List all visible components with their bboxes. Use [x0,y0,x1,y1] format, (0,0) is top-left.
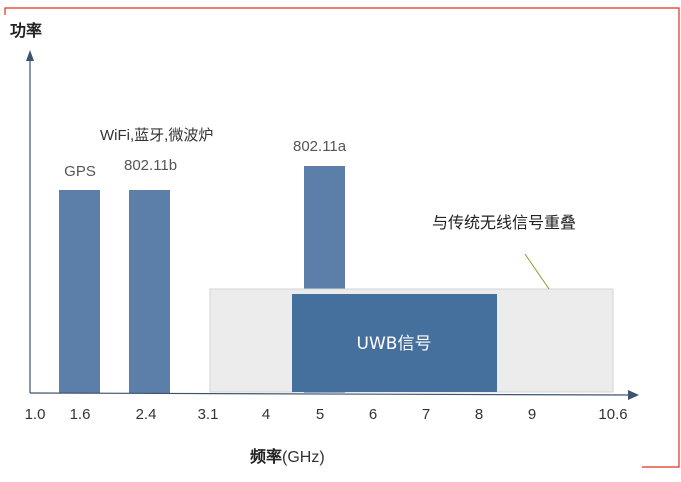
80211b-label: 802.11b [124,157,177,174]
tick-label: 9 [528,406,536,423]
tick-label: 5 [316,406,324,423]
tick-label: 1.6 [70,406,91,423]
uwb-signal-block [292,294,497,392]
x-axis-unit: (GHz) [282,449,325,466]
tick-label: 8 [475,406,483,423]
tick-label: 1.0 [25,406,46,423]
tick-label: 3.1 [198,406,219,423]
x-axis [29,392,631,396]
tick-label: 10.6 [598,406,627,423]
gps-label: GPS [64,163,96,180]
overlap-leader-line [524,253,550,290]
uwb-label: UWB信号 [357,334,432,354]
y-axis-label: 功率 [10,21,42,40]
tick-label: 6 [369,406,377,423]
80211b-bar [129,190,170,393]
tick-label: 2.4 [136,406,157,423]
x-axis-label-text: 频率 [250,447,282,466]
x-tick-labels: 1.0 1.6 2.4 3.1 4 5 6 7 8 9 10.6 [25,406,628,423]
gps-bar [59,190,100,393]
tick-label: 7 [422,406,430,423]
tick-label: 4 [262,406,270,423]
x-axis-label: 频率(GHz) [250,447,325,466]
wifi-group-label: WiFi,蓝牙,微波炉 [100,127,213,144]
overlap-note: 与传统无线信号重叠 [432,213,576,232]
80211a-label: 802.11a [293,138,347,155]
y-axis-arrow-icon [26,50,34,61]
frame [4,7,680,468]
x-axis-arrow-icon [628,390,639,400]
